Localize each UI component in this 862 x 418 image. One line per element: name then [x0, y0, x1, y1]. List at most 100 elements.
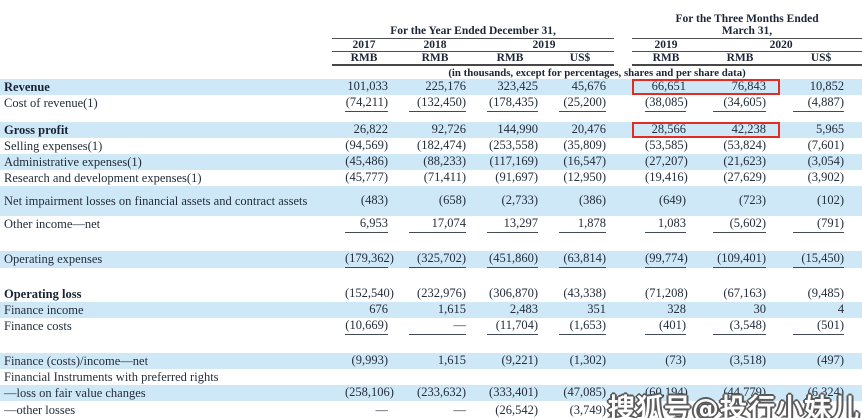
cell-value: (16,547): [563, 154, 607, 168]
currency-label: US$: [780, 51, 862, 66]
cell-value: 42,238: [700, 122, 780, 138]
row-label: Research and development expenses(1): [4, 170, 202, 185]
cell-value: (7,601): [807, 138, 845, 152]
three-months-line2: March 31,: [721, 24, 773, 37]
cell-value: 13,297: [474, 216, 546, 233]
underlined-value: (25,200): [559, 95, 607, 112]
cell-value: (21,623): [723, 154, 767, 168]
cell-value: (12,950): [563, 170, 607, 184]
cell-value: —: [396, 318, 474, 335]
underlined-value: (451,860): [487, 251, 538, 268]
label-column-header: [0, 6, 332, 38]
cell-value: (45,486): [345, 154, 388, 168]
column-gap: [614, 302, 632, 318]
cell-value: 225,176: [425, 79, 466, 93]
underlined-value: (11,704): [487, 318, 538, 335]
table-row: Selling expenses(1) (94,569) (182,474) (253…: [0, 138, 862, 154]
cell-value: (91,697): [495, 170, 538, 184]
cell-value: (67,163): [723, 286, 767, 300]
cell-value: 28,566: [632, 122, 700, 138]
year-2020-q1: 2020: [700, 38, 862, 52]
cell-value: (27,207): [645, 154, 688, 168]
underlined-value: (15,450): [793, 251, 845, 268]
column-gap: [614, 79, 632, 95]
cell-value: (1,302): [569, 353, 607, 367]
cell-value: 45,676: [571, 79, 607, 93]
cell-value: 26,822: [353, 122, 388, 136]
underlined-value: 1,083: [645, 216, 687, 233]
cell-value: [632, 369, 700, 385]
cell-value: (5,602): [700, 216, 780, 233]
cell-value: —: [332, 401, 396, 418]
currency-label: RMB: [332, 51, 396, 66]
cell-value: (35,809): [563, 138, 607, 152]
cell-value: (152,540): [345, 286, 394, 300]
sohu-watermark: 搜狐号@投行小妹儿: [608, 394, 860, 418]
three-months-group-header: For the Three Months Ended March 31,: [632, 6, 862, 39]
underlined-value: —: [409, 403, 467, 418]
cell-value: (53,585): [645, 138, 688, 152]
column-gap: [614, 154, 632, 170]
cell-value: 101,033: [347, 79, 388, 93]
row-label: Finance (costs)/income—net: [4, 353, 149, 368]
row-label: Finance costs: [4, 319, 72, 333]
cell-value: (99,774): [632, 251, 700, 268]
cell-value: (117,169): [489, 154, 539, 168]
cell-value: [700, 369, 780, 385]
cell-value: 1,878: [546, 216, 614, 233]
underlined-value: —: [409, 318, 466, 335]
cell-value: (2,733): [501, 193, 538, 207]
underlined-value: (74,211): [345, 95, 388, 112]
cell-value: —: [396, 401, 474, 418]
cell-value: (483): [360, 193, 388, 207]
cell-value: (791): [780, 216, 862, 233]
column-gap: [614, 170, 632, 186]
cell-value: (10,669): [332, 318, 396, 335]
column-gap: [614, 95, 632, 112]
three-months-line1: For the Three Months Ended: [675, 12, 819, 25]
cell-value: (179,362): [332, 251, 396, 268]
unit-note: (in thousands, except for percentages, s…: [448, 66, 746, 79]
cell-value: 1,615: [437, 353, 466, 367]
cell-value: [546, 369, 614, 385]
underlined-value: (791): [793, 216, 845, 233]
cell-value: (401): [632, 318, 700, 335]
row-label: Operating loss: [4, 286, 82, 301]
cell-value: (649): [658, 193, 687, 207]
column-gap: [614, 186, 632, 216]
row-spacer: [0, 112, 862, 122]
cell-value: (497): [817, 353, 845, 367]
cell-value: (27,629): [723, 170, 767, 184]
table-row: Administrative expenses(1) (45,486) (88,23…: [0, 153, 862, 170]
row-spacer-cell: [0, 335, 862, 353]
cell-value: (3,548): [700, 318, 780, 335]
cell-value: 20,476: [571, 122, 607, 136]
cell-value: (19,416): [645, 170, 688, 184]
cell-value: (9,485): [807, 286, 845, 300]
cell-value: 1,615: [437, 302, 466, 316]
cell-value: 144,990: [497, 122, 538, 136]
row-label: —loss on fair value changes: [4, 385, 146, 400]
underlined-value: (401): [645, 318, 687, 335]
underlined-value: (34,605): [713, 95, 767, 112]
cell-value: (73): [665, 353, 687, 367]
row-label: Revenue: [4, 79, 50, 94]
underlined-value: (4,887): [793, 95, 845, 112]
cell-value: (258,106): [345, 385, 394, 399]
cell-value: (9,221): [501, 353, 538, 367]
cell-value: (26,542): [474, 401, 546, 418]
cell-value: (6,324): [807, 385, 845, 399]
cell-value: (232,976): [417, 286, 466, 300]
cell-value: (233,632): [417, 385, 466, 399]
currency-label: RMB: [474, 51, 546, 66]
cell-value: (451,860): [474, 251, 546, 268]
year-ended-group-header: For the Year Ended December 31,: [332, 6, 615, 39]
row-spacer-cell: [0, 112, 862, 122]
table-row: Gross profit 26,822 92,726 144,990 20,476 28,…: [0, 121, 862, 138]
row-label: Operating expenses: [4, 252, 103, 266]
underlined-value: 17,074: [409, 216, 466, 233]
cell-value: (723): [738, 193, 767, 207]
row-spacer-cell: [0, 268, 862, 286]
table-row: Other income—net 6,953 17,074 13,297 1,878 1,…: [0, 216, 862, 233]
cell-value: (102): [817, 193, 845, 207]
